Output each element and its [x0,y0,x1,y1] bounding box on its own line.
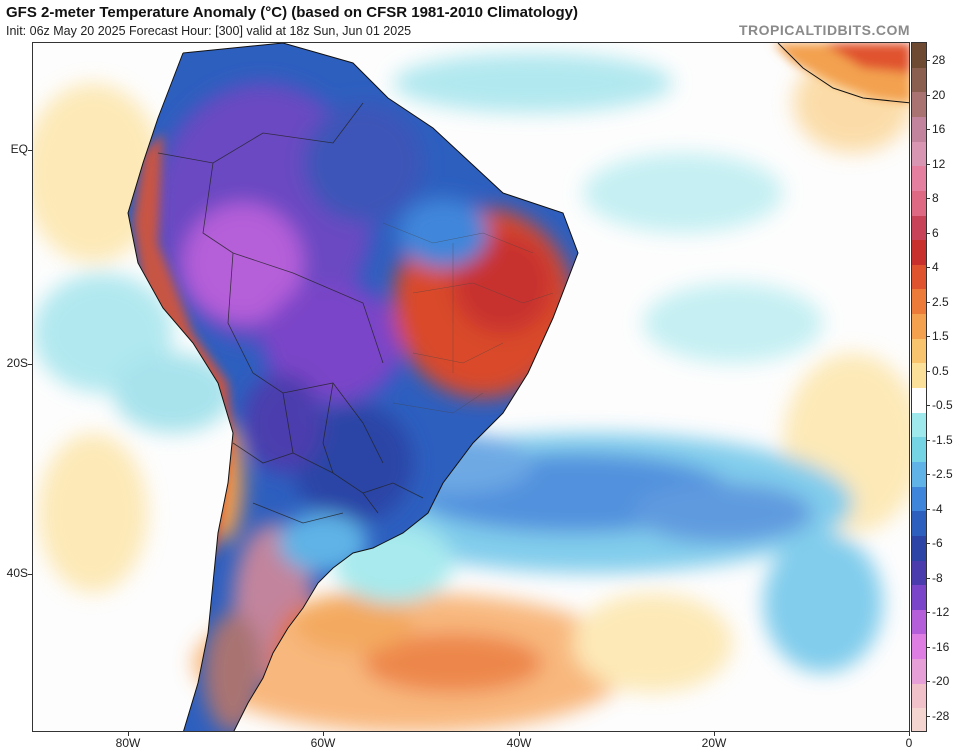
colorbar-tick [927,439,930,441]
colorbar-segment [912,683,926,709]
lat-label-eq: EQ [10,142,28,156]
colorbar-label: -0.5 [932,398,953,413]
colorbar-segment [912,116,926,143]
colorbar-segment [912,585,926,611]
colorbar-segment [912,141,926,167]
colorbar-segment [912,43,926,69]
colorbar-tick [927,646,930,648]
colorbar-label: -6 [932,536,943,551]
site-watermark: TROPICALTIDBITS.COM [738,22,910,38]
colorbar-tick [927,716,930,717]
colorbar-label: -1.5 [932,432,953,447]
colorbar-label: -20 [932,674,950,689]
init-subtitle: Init: 06z May 20 2025 Forecast Hour: [30… [6,24,412,38]
colorbar-segment [912,708,926,731]
colorbar-label: 12 [932,156,946,171]
colorbar-tick [927,577,930,579]
lon-label-60w: 60W [310,736,336,750]
lat-label-20s: 20S [6,356,28,370]
colorbar-segment [912,264,926,291]
colorbar-label: -28 [932,709,950,723]
colorbar-segment [912,289,926,315]
colorbar-segment [912,338,926,364]
colorbar-segment [912,166,926,192]
africa-field [773,43,909,103]
colorbar-label: -4 [932,501,943,516]
state-borders [382,222,554,414]
colorbar-label: 28 [932,53,946,67]
map-canvas [33,43,909,731]
colorbar-segment [912,363,926,389]
lon-tick [519,732,520,736]
colorbar-label: 16 [932,122,946,137]
lat-tick [28,364,33,365]
lon-label-0: 0 [905,736,913,750]
colorbar-segment [912,659,926,685]
colorbar-tick [927,94,930,96]
colorbar-tick [927,267,930,269]
coastlines [127,43,909,731]
colorbar-segment [912,560,926,586]
lat-tick [28,150,33,151]
lon-label-40w: 40W [506,736,532,750]
colorbar-segment [912,511,926,537]
colorbar-segment [912,240,926,266]
colorbar-tick [927,543,930,545]
colorbar-tick [927,232,930,234]
colorbar-label: -8 [932,570,943,585]
colorbar-segment [912,314,926,340]
colorbar-segment [912,92,926,118]
anomaly-map [32,42,910,732]
colorbar-tick [927,129,930,131]
colorbar-label: 8 [932,191,939,206]
colorbar-label: 20 [932,87,946,102]
lon-label-80w: 80W [115,736,141,750]
colorbar-segment [912,412,926,438]
lat-tick [28,574,33,575]
colorbar-tick [927,336,930,338]
colorbar-segment [912,190,926,217]
colorbar-tick [927,198,930,200]
colorbar-tick [927,60,930,61]
chart-title: GFS 2-meter Temperature Anomaly (°C) (ba… [6,4,578,21]
colorbar-tick [927,301,930,303]
colorbar-tick [927,163,930,165]
colorbar-tick [927,681,930,683]
colorbar-tick [927,508,930,510]
colorbar-label: -2.5 [932,467,953,482]
colorbar-label: -12 [932,605,950,620]
ocean-anomaly-field [33,53,909,731]
lat-label-40s: 40S [6,566,28,580]
country-borders [157,102,424,524]
colorbar-label: 1.5 [932,329,949,344]
lon-tick [128,732,129,736]
colorbar-segment [912,634,926,660]
colorbar-segment [912,215,926,241]
colorbar-label: 6 [932,225,939,240]
colorbar-segment [912,388,926,414]
colorbar-segment [912,67,926,93]
colorbar-tick [927,474,930,476]
colorbar-segment [912,486,926,512]
colorbar-tick [927,612,930,614]
colorbar-segment [912,609,926,636]
colorbar-label: 2.5 [932,294,949,309]
colorbar-tick [927,405,930,407]
colorbar-segment [912,437,926,463]
colorbar [911,42,927,732]
lon-tick [714,732,715,736]
lon-tick [323,732,324,736]
colorbar-tick [927,370,930,372]
colorbar-label: 0.5 [932,363,949,378]
lon-tick [909,732,910,736]
lon-label-20w: 20W [701,736,727,750]
colorbar-label: -16 [932,639,950,654]
colorbar-segment [912,461,926,488]
colorbar-segment [912,535,926,562]
colorbar-label: 4 [932,260,939,275]
